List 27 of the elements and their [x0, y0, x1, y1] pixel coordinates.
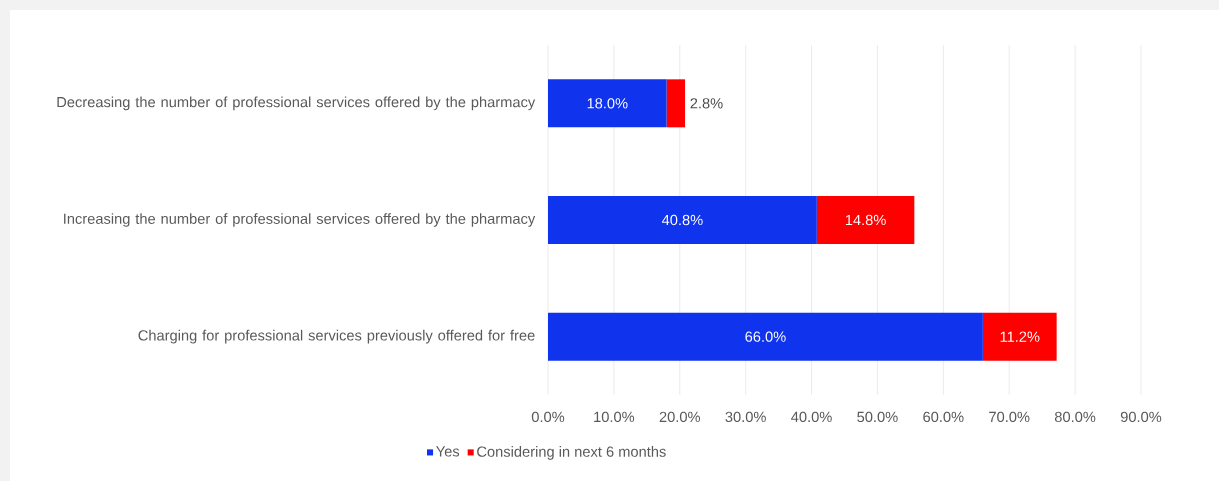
- legend-label: Yes: [436, 446, 460, 457]
- bar: [548, 195, 817, 244]
- y-tick-label: Decreasing the number of professional services offered by the pharmacy: [57, 96, 536, 111]
- x-tick-label: 80.0%: [1054, 411, 1096, 423]
- x-tick-label: 0.0%: [531, 411, 565, 423]
- bar: [548, 79, 667, 128]
- data-label: 18.0%: [587, 98, 628, 109]
- legend-label: Considering in next 6 months: [477, 446, 666, 460]
- bar: [548, 312, 983, 361]
- x-tick-label: 50.0%: [857, 411, 898, 423]
- x-tick-label: 40.0%: [791, 411, 832, 423]
- x-tick-label: 30.0%: [725, 411, 766, 423]
- bar: [982, 312, 1057, 361]
- y-tick-label: Increasing the number of professional services offered by the pharmacy: [64, 213, 536, 227]
- x-tick-label: 10.0%: [594, 411, 635, 423]
- data-label: 11.2%: [1000, 331, 1040, 342]
- bar: [816, 195, 915, 244]
- data-label: 66.0%: [745, 331, 786, 342]
- data-label: 40.8%: [661, 214, 703, 226]
- y-tick-label: Charging for professional services previously offered for free: [138, 329, 535, 344]
- data-label: 2.8%: [690, 98, 723, 109]
- x-tick-label: 60.0%: [923, 411, 964, 423]
- x-tick-label: 70.0%: [989, 411, 1030, 423]
- bar: [666, 79, 686, 128]
- data-label: 14.8%: [845, 214, 886, 226]
- x-tick-label: 20.0%: [659, 411, 701, 423]
- x-tick-label: 90.0%: [1120, 411, 1162, 423]
